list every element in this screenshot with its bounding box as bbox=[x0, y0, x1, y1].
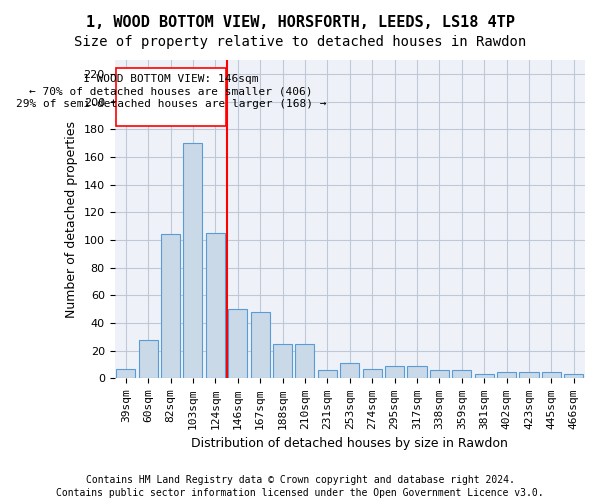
Text: Contains HM Land Registry data © Crown copyright and database right 2024.: Contains HM Land Registry data © Crown c… bbox=[86, 475, 514, 485]
Bar bbox=[318, 370, 337, 378]
Text: Contains public sector information licensed under the Open Government Licence v3: Contains public sector information licen… bbox=[56, 488, 544, 498]
Bar bbox=[430, 370, 449, 378]
Bar bbox=[452, 370, 472, 378]
Bar bbox=[340, 363, 359, 378]
Text: 29% of semi-detached houses are larger (168) →: 29% of semi-detached houses are larger (… bbox=[16, 99, 326, 109]
Bar bbox=[116, 369, 135, 378]
Bar bbox=[520, 372, 539, 378]
Bar bbox=[139, 340, 158, 378]
Bar bbox=[161, 234, 180, 378]
Bar bbox=[184, 143, 202, 378]
Text: 1 WOOD BOTTOM VIEW: 146sqm: 1 WOOD BOTTOM VIEW: 146sqm bbox=[83, 74, 259, 84]
Bar bbox=[385, 366, 404, 378]
Bar bbox=[251, 312, 269, 378]
Bar bbox=[564, 374, 583, 378]
Bar bbox=[542, 372, 561, 378]
Text: Size of property relative to detached houses in Rawdon: Size of property relative to detached ho… bbox=[74, 35, 526, 49]
Bar bbox=[407, 366, 427, 378]
Bar bbox=[206, 233, 225, 378]
FancyBboxPatch shape bbox=[116, 68, 226, 126]
Bar bbox=[295, 344, 314, 378]
Y-axis label: Number of detached properties: Number of detached properties bbox=[65, 120, 78, 318]
Bar bbox=[273, 344, 292, 378]
Text: ← 70% of detached houses are smaller (406): ← 70% of detached houses are smaller (40… bbox=[29, 86, 313, 97]
Bar bbox=[362, 369, 382, 378]
X-axis label: Distribution of detached houses by size in Rawdon: Distribution of detached houses by size … bbox=[191, 437, 508, 450]
Bar bbox=[475, 374, 494, 378]
Text: 1, WOOD BOTTOM VIEW, HORSFORTH, LEEDS, LS18 4TP: 1, WOOD BOTTOM VIEW, HORSFORTH, LEEDS, L… bbox=[86, 15, 514, 30]
Bar bbox=[228, 309, 247, 378]
Bar bbox=[497, 372, 516, 378]
